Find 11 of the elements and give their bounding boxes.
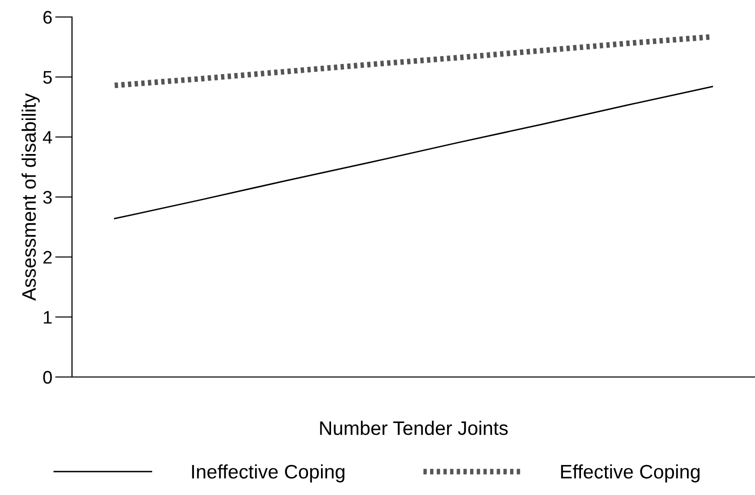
y-tick-label: 2 [43, 250, 52, 264]
y-axis-title: Assessment of disability [22, 93, 40, 301]
legend-label: Effective Coping [561, 464, 700, 482]
legend-label: Ineffective Coping [192, 464, 344, 482]
y-tick-label: 3 [43, 190, 52, 204]
y-tick-label: 4 [42, 131, 52, 144]
y-tick-label: 1 [44, 311, 52, 324]
y-tick-label: 6 [43, 10, 52, 24]
x-axis-title: Number Tender Joints [320, 420, 508, 436]
y-tick-label: 5 [43, 71, 52, 84]
y-tick-label: 0 [43, 370, 52, 384]
